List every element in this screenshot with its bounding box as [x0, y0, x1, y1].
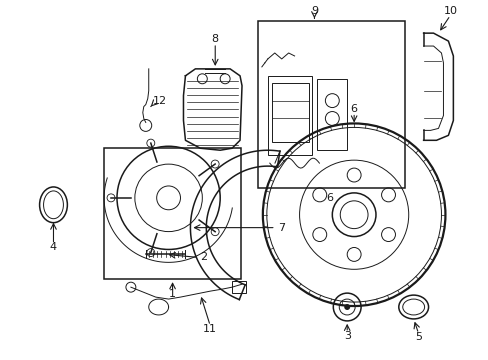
Text: 2: 2: [200, 252, 207, 262]
Text: 6: 6: [325, 193, 332, 203]
Text: 12: 12: [152, 96, 166, 105]
Circle shape: [344, 304, 349, 310]
Text: 4: 4: [50, 243, 57, 252]
Bar: [271, 83, 308, 142]
Text: 1: 1: [169, 289, 176, 299]
Bar: [104, 148, 241, 279]
Text: 3: 3: [343, 331, 350, 341]
Text: 6: 6: [350, 104, 357, 113]
Bar: [317, 79, 346, 150]
Text: 7: 7: [277, 222, 285, 233]
Text: 10: 10: [443, 6, 456, 16]
Bar: [267, 76, 312, 155]
Bar: [232, 281, 245, 293]
Text: 11: 11: [203, 324, 217, 334]
Text: 8: 8: [211, 34, 218, 44]
Text: 9: 9: [310, 6, 317, 16]
Bar: [257, 21, 404, 188]
Text: 5: 5: [414, 332, 421, 342]
